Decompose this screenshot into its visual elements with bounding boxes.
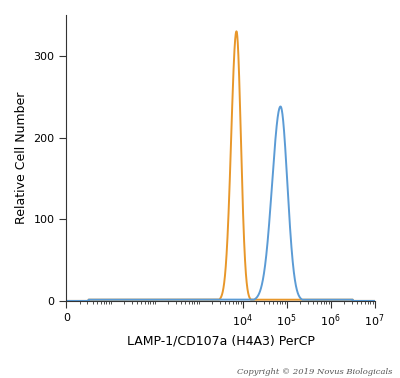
Text: Copyright © 2019 Novus Biologicals: Copyright © 2019 Novus Biologicals <box>237 368 392 376</box>
Y-axis label: Relative Cell Number: Relative Cell Number <box>15 92 28 224</box>
X-axis label: LAMP-1/CD107a (H4A3) PerCP: LAMP-1/CD107a (H4A3) PerCP <box>127 335 314 348</box>
